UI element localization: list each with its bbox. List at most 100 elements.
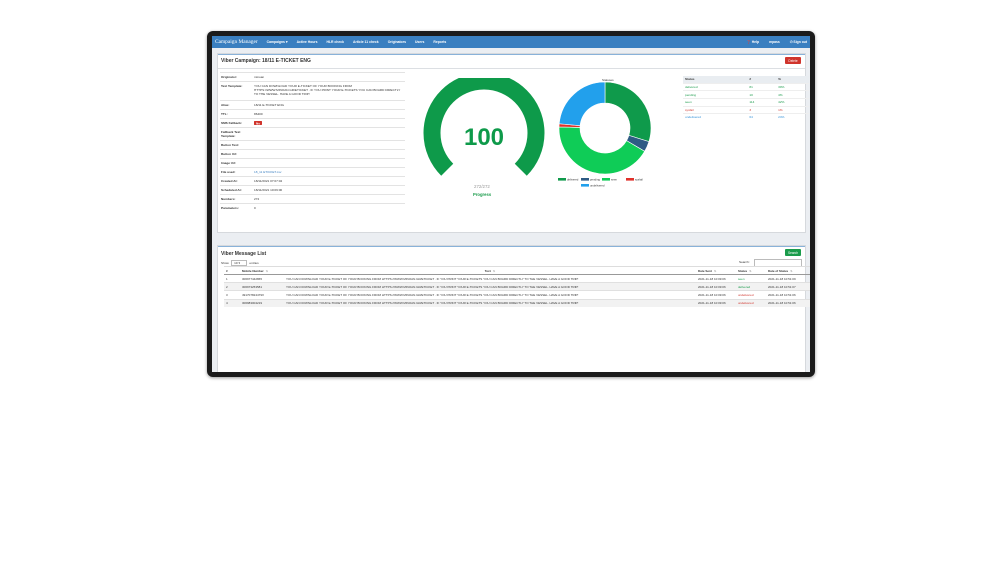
detail-value: 18_11 ETICKET.csv [254, 170, 404, 174]
legend-swatch-seen [602, 178, 610, 181]
detail-value: 18/11 E-TICKET ENG [254, 103, 284, 107]
detail-row: Image Url: [220, 158, 405, 168]
table-row[interactable]: 2 306973253581 YOU CAN DOWNLOAD YOUR E-TIC… [224, 282, 810, 291]
status-count: 3 [747, 105, 777, 114]
entries-select-value: 10 [234, 261, 238, 265]
status-row: delivered 81 30% [683, 82, 809, 91]
sort-icon[interactable]: ⇅ [749, 268, 752, 273]
message-text: YOU CAN DOWNLOAD YOUR E-TICKET OF YOUR B… [284, 290, 696, 300]
date-of-status: 2021-11-18 10:51:07 [766, 282, 810, 291]
legend-label-delivered: delivered [567, 177, 579, 181]
sort-icon[interactable]: ⇅ [713, 268, 717, 273]
status-name: sysfail [683, 105, 748, 114]
column-header[interactable]: Text ⇅ [284, 266, 696, 275]
detail-row: TTL: 86400 [220, 109, 405, 119]
status-table: Status # % delivered 81 30% pending 10 4% seen… [683, 76, 809, 121]
entries-select[interactable]: 10 ▾ [231, 260, 248, 266]
message-table: # Mobile Number ⇅ Text ⇅ Date Sent ⇅ Status ⇅ Dat… [224, 266, 810, 307]
message-list-title: Viber Message List [221, 251, 267, 257]
sort-icon[interactable]: ⇅ [265, 268, 269, 273]
detail-value: No [254, 120, 404, 126]
nav-help[interactable]: ❓ Help [746, 40, 760, 44]
campaign-panel: Viber Campaign: 18/11 E-TICKET ENG Delet… [217, 53, 809, 233]
status-percent: 24% [776, 113, 809, 121]
legend-swatch-delivered [558, 178, 566, 181]
gauge-value: 100 [464, 124, 504, 151]
search-button[interactable]: Search [785, 249, 801, 256]
file-link[interactable]: 18_11 ETICKET.csv [254, 170, 282, 174]
detail-label: Image Url: [221, 161, 237, 165]
sms-fallback-badge: No [254, 120, 263, 126]
nav-campaigns[interactable]: Campaigns ▾ [266, 40, 288, 44]
legend-swatch-pending [581, 178, 589, 181]
sort-icon[interactable]: ⇅ [790, 268, 793, 273]
mobile-number: 306977442865 [240, 273, 284, 283]
detail-row: Numbers: 272 [220, 194, 405, 204]
row-number: 1 [224, 273, 240, 283]
show-entries: Show 10 ▾ entries [221, 260, 259, 266]
detail-value: 272 [254, 197, 260, 201]
legend-swatch-undelivered [581, 184, 589, 187]
status-count: 81 [747, 82, 777, 91]
table-row[interactable]: 4 306983004219 YOU CAN DOWNLOAD YOUR E-TIC… [224, 298, 810, 307]
status-row: seen 114 42% [683, 97, 809, 107]
nav-sign-out[interactable]: ⏻ Sign out [789, 40, 807, 44]
message-status: undelivered [736, 290, 766, 300]
delete-button[interactable]: Delete [785, 57, 801, 64]
date-of-status: 2021-11-18 10:51:06 [766, 298, 810, 307]
detail-label: Originator: [221, 75, 237, 79]
detail-label: Scheduled At: [221, 188, 242, 192]
column-header[interactable]: Date of Status ⇅ [766, 266, 810, 275]
sort-icon[interactable]: ⇅ [492, 268, 496, 273]
brand-logo[interactable]: Campaign Manager [215, 39, 258, 45]
nav-users[interactable]: Users [414, 40, 425, 44]
detail-row: File used: 18_11 ETICKET.csv [220, 167, 405, 177]
nav-user[interactable]: mpass [769, 40, 780, 44]
status-name: undelivered [683, 113, 748, 121]
show-label: Show [221, 261, 229, 265]
nav-article-11-check[interactable]: Article 11 check [353, 40, 379, 44]
column-header[interactable]: Mobile Number ⇅ [240, 266, 284, 275]
nav-active-hours[interactable]: Active Hours [296, 40, 318, 44]
column-header[interactable]: # [224, 266, 240, 275]
mobile-number: 306983004219 [240, 298, 284, 307]
nav-reports[interactable]: Reports [433, 40, 447, 44]
status-count: 64 [747, 113, 777, 121]
date-of-status: 2021-11-18 10:51:06 [766, 290, 810, 300]
detail-row: Fallback Text Template: [220, 127, 405, 141]
status-percent: 4% [776, 90, 809, 99]
donut-slice-undelivered[interactable] [558, 81, 606, 127]
column-header-label: # [226, 268, 228, 273]
detail-label: Numbers: [221, 197, 236, 201]
status-table-body: delivered 81 30% pending 10 4% seen 114 42% sysfa… [683, 82, 809, 121]
donut-slice-delivered[interactable] [604, 81, 652, 142]
panel-accent [218, 246, 805, 247]
column-header[interactable]: Date Sent ⇅ [696, 266, 736, 275]
nav-originators[interactable]: Originators [387, 40, 406, 44]
chevron-down-icon: ▾ [238, 261, 241, 265]
donut-slice-seen[interactable] [558, 126, 646, 175]
detail-label: File used: [221, 170, 236, 174]
detail-label: Parameters: [221, 206, 239, 210]
app-screen: Campaign Manager Campaigns ▾ Active Hour… [212, 36, 810, 372]
date-sent: 2021-11-18 10:09:06 [696, 298, 736, 307]
panel-accent [218, 54, 805, 55]
column-header-label: Text [484, 268, 491, 273]
detail-row: Originator: minoan [220, 72, 405, 82]
table-row[interactable]: 1 306977442865 YOU CAN DOWNLOAD YOUR E-TIC… [224, 273, 810, 283]
column-header[interactable]: Status ⇅ [736, 266, 766, 275]
detail-label: SMS Fallback: [221, 121, 242, 125]
detail-value: 0 [254, 206, 256, 210]
top-navbar: Campaign Manager Campaigns ▾ Active Hour… [212, 36, 810, 48]
detail-value: 18/11/2021 07:07:04 [254, 179, 283, 183]
date-sent: 2021-11-18 10:09:06 [696, 282, 736, 291]
nav-hlr-check[interactable]: HLR check [326, 40, 345, 44]
column-header-label: Date of Status [768, 268, 789, 273]
column-header-label: Mobile Number [242, 268, 264, 273]
detail-label: Created At: [221, 179, 238, 183]
status-percent: 42% [776, 97, 809, 107]
table-row[interactable]: 3 491707824479X YOU CAN DOWNLOAD YOUR E-TI… [224, 290, 810, 300]
percent-header: % [776, 76, 809, 84]
entries-label: entries [249, 261, 259, 265]
status-name: delivered [683, 82, 748, 91]
